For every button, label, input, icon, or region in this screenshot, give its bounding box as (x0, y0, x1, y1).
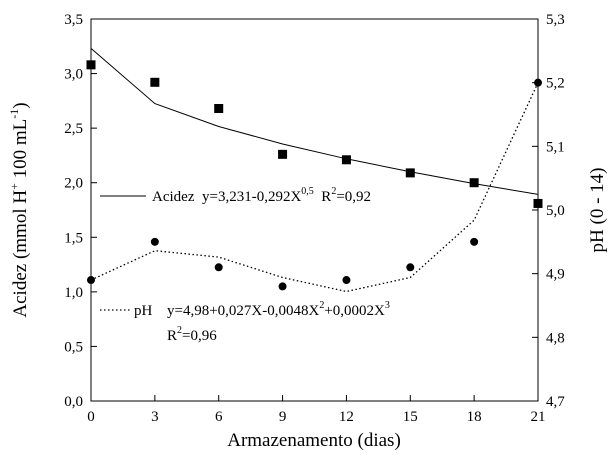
ph-data-point (406, 263, 415, 272)
left-y-tick-label: 0,0 (64, 394, 83, 410)
x-tick-label: 18 (467, 409, 482, 425)
x-tick-label: 12 (339, 409, 354, 425)
ph-r2-r: R (167, 328, 177, 344)
ph-equation-base: y=4,98+0,027X-0,0048X (167, 303, 319, 319)
left-y-title-mid: 100 mL (10, 119, 31, 183)
right-y-tick-label: 4,9 (546, 267, 565, 283)
acidez-fit-line (90, 48, 539, 195)
left-y-tick-label: 1,5 (64, 230, 83, 246)
right-y-axis-title: pH (0 - 14) (587, 168, 608, 253)
left-y-title-base: Acidez (mmol H (10, 190, 31, 318)
acidez-equation-r: R (314, 189, 332, 205)
left-y-tick-label: 1,0 (64, 285, 83, 301)
right-y-tick-label: 4,8 (546, 330, 565, 346)
ph-data-point (278, 282, 287, 291)
data-markers (86, 60, 543, 291)
legend-ph-equation: y=4,98+0,027X-0,0048X2+0,0002X3 (167, 300, 390, 319)
left-y-tick-label: 0,5 (64, 339, 83, 355)
x-tick-label: 15 (403, 409, 418, 425)
acidez-data-point (214, 103, 224, 113)
right-y-tick-label: 5,2 (546, 76, 565, 92)
ph-equation-cubic-term: +0,0002X (324, 303, 385, 319)
acidez-equation-r-exponent: 2 (331, 186, 336, 197)
legend-ph-label: pH (134, 303, 153, 319)
acidez-data-point (86, 60, 96, 70)
x-tick-label: 6 (215, 409, 223, 425)
fit-lines (90, 48, 539, 293)
x-tick-label: 0 (87, 409, 95, 425)
acidez-equation-base: y=3,231-0,292X (202, 189, 301, 205)
right-y-tick-label: 5,0 (546, 203, 565, 219)
acidez-equation-exponent: 0,5 (301, 186, 314, 197)
left-y-title-end: ) (10, 102, 31, 108)
legend-acidez-label: Acidez (152, 189, 195, 205)
left-y-axis-ticks: 0,0 0,5 1,0 1,5 2,0 2,5 3,0 3,5 (64, 12, 97, 410)
x-tick-label: 21 (531, 409, 546, 425)
left-y-tick-label: 3,0 (64, 67, 83, 83)
ph-data-point (214, 263, 223, 272)
x-axis-title: Armazenamento (dias) (227, 430, 401, 451)
legend-ph-r2: R2=0,96 (167, 325, 217, 344)
left-y-title-sup1: + (7, 183, 21, 190)
left-y-tick-label: 2,0 (64, 176, 83, 192)
right-y-tick-label: 4,7 (546, 394, 565, 410)
x-tick-label: 3 (151, 409, 159, 425)
plot-frame (90, 18, 539, 402)
ph-fit-line (90, 82, 539, 293)
ph-data-point (534, 78, 542, 87)
ph-equation-exponent-2: 2 (319, 300, 324, 311)
ph-data-point (470, 237, 479, 246)
ph-r2-exponent: 2 (177, 325, 182, 336)
acidez-data-point (278, 149, 288, 159)
acidez-data-point (341, 155, 351, 165)
acidez-data-point (405, 168, 415, 178)
ph-equation-exponent-3: 3 (385, 300, 390, 311)
acidez-data-point (533, 198, 543, 208)
left-y-axis-title: Acidez (mmol H+ 100 mL-1) (7, 102, 31, 317)
right-y-tick-label: 5,3 (546, 12, 565, 28)
x-tick-label: 9 (279, 409, 287, 425)
acidez-data-point (469, 178, 479, 188)
left-y-tick-label: 2,5 (64, 121, 83, 137)
legend-acidez-equation: y=3,231-0,292X0,5 R2=0,92 (202, 186, 371, 205)
left-y-title-sup2: -1 (7, 109, 21, 119)
acidez-equation-r-value: =0,92 (336, 189, 371, 205)
acidez-data-point (150, 77, 160, 87)
ph-data-point (150, 237, 159, 246)
x-axis-ticks: 0 3 6 9 12 15 18 21 (87, 395, 546, 425)
ph-data-point (342, 276, 351, 285)
right-y-axis-ticks: 4,7 4,8 4,9 5,0 5,1 5,2 5,3 (532, 12, 565, 410)
right-y-tick-label: 5,1 (546, 139, 565, 155)
ph-r2-value: =0,96 (182, 328, 217, 344)
ph-data-point (87, 276, 95, 285)
left-y-tick-label: 3,5 (64, 12, 83, 28)
